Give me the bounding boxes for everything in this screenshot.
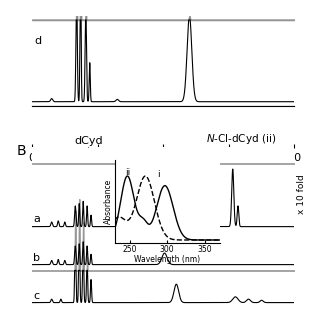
Text: d: d <box>35 36 42 46</box>
Text: a: a <box>33 214 40 224</box>
Text: dCyd: dCyd <box>74 136 103 146</box>
X-axis label: Time (min): Time (min) <box>129 163 197 176</box>
Text: x 10 fold: x 10 fold <box>297 174 306 214</box>
Text: $\mathit{N}$-Cl-dCyd (ii): $\mathit{N}$-Cl-dCyd (ii) <box>205 132 276 146</box>
Text: c: c <box>33 292 39 301</box>
Text: B: B <box>16 144 26 158</box>
Text: b: b <box>33 253 40 263</box>
